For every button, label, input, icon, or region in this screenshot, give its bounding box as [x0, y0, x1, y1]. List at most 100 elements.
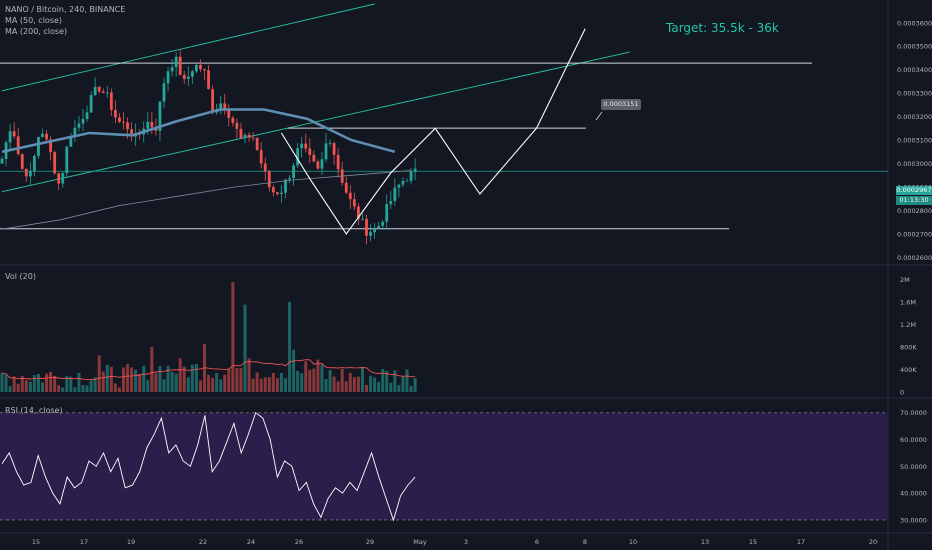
- volume-bar: [89, 380, 93, 392]
- candle-body: [300, 143, 304, 149]
- candle-body: [45, 133, 48, 140]
- price-callout: 0.0003151: [601, 99, 641, 110]
- volume-bar: [186, 377, 190, 392]
- candle-body: [292, 165, 295, 179]
- candle-body: [296, 148, 300, 166]
- candle-body: [57, 173, 61, 184]
- candle-body: [77, 123, 81, 128]
- candle-body: [178, 56, 182, 75]
- volume-bar: [4, 374, 8, 392]
- candle-body: [381, 221, 385, 226]
- volume-bar: [385, 371, 389, 392]
- volume-bar: [138, 373, 142, 392]
- price-tick-label: 0.0003000: [897, 160, 932, 168]
- volume-bar: [24, 380, 28, 392]
- candle-body: [267, 171, 271, 188]
- candle-body: [231, 117, 235, 123]
- candle-body: [336, 154, 340, 170]
- volume-bar: [211, 377, 215, 392]
- volume-bar: [243, 304, 247, 392]
- symbol-legend[interactable]: NANO / Bitcoin, 240, BINANCE: [5, 5, 126, 14]
- candle-body: [73, 127, 77, 138]
- volume-bar: [332, 376, 336, 392]
- volume-bar: [20, 376, 24, 392]
- candle-body: [312, 154, 316, 162]
- volume-bar: [356, 376, 360, 392]
- candle-body: [182, 74, 186, 79]
- rsi-tick-label: 60.0000: [900, 436, 927, 444]
- projection-path: [280, 28, 586, 235]
- candle-body: [328, 143, 332, 144]
- volume-bar: [292, 349, 296, 392]
- date-tick-label: 19: [127, 538, 135, 546]
- candle-body: [373, 228, 376, 233]
- volume-bar: [365, 384, 368, 392]
- volume-bar: [162, 379, 166, 392]
- ma200-legend[interactable]: MA (200, close): [5, 27, 68, 36]
- volume-bar: [101, 371, 105, 392]
- price-tick-label: 0.0002600: [897, 254, 932, 262]
- volume-bar: [369, 375, 373, 392]
- date-tick-label: 13: [701, 538, 709, 546]
- volume-bar: [81, 385, 85, 392]
- volume-bar: [247, 358, 251, 392]
- candle-body: [162, 83, 166, 102]
- volume-bar: [296, 370, 300, 392]
- volume-bar: [267, 377, 271, 392]
- volume-tick-label: 0: [900, 389, 904, 397]
- volume-bar: [393, 370, 397, 392]
- volume-bar: [77, 372, 81, 392]
- rsi-line: [1, 411, 416, 522]
- candle-body: [357, 206, 360, 220]
- volume-layer: [0, 282, 417, 392]
- candle-body: [365, 218, 368, 236]
- volume-bar: [251, 378, 255, 392]
- volume-bar: [360, 366, 364, 392]
- candle-body: [65, 146, 69, 174]
- candle-body: [401, 180, 405, 185]
- candle-body: [109, 92, 113, 111]
- candle-body: [89, 95, 93, 113]
- volume-bar: [154, 373, 158, 392]
- volume-bar: [28, 381, 32, 392]
- candle-body: [280, 192, 283, 195]
- candle-body: [158, 101, 162, 131]
- date-tick-label: May: [413, 538, 427, 546]
- volume-bar: [142, 365, 146, 392]
- volume-bar: [12, 376, 16, 392]
- volume-bar: [207, 374, 211, 392]
- volume-bar: [166, 365, 170, 392]
- volume-bar: [377, 382, 381, 392]
- candle-body: [219, 103, 223, 111]
- volume-tick-label: 400K: [900, 366, 917, 374]
- volume-legend[interactable]: Vol (20): [5, 272, 36, 281]
- candle-body: [405, 180, 409, 182]
- volume-bar: [235, 368, 239, 392]
- volume-bar: [85, 385, 89, 392]
- rsi-tick-label: 70.0000: [900, 409, 927, 417]
- date-tick-label: 20: [869, 538, 877, 546]
- volume-bar: [308, 369, 312, 392]
- candle-body: [97, 86, 101, 92]
- volume-bar: [219, 379, 223, 392]
- candle-body: [320, 159, 324, 169]
- volume-bar: [320, 364, 324, 392]
- candle-body: [105, 92, 109, 94]
- rsi-legend[interactable]: RSI (14, close): [5, 406, 63, 415]
- volume-bar: [178, 358, 182, 392]
- volume-bar: [300, 373, 304, 392]
- date-tick-label: 15: [32, 538, 40, 546]
- volume-bar: [126, 363, 130, 392]
- rsi-layer: [0, 411, 888, 522]
- volume-bar: [61, 387, 65, 392]
- volume-tick-label: 2M: [900, 276, 910, 284]
- candle-body: [93, 86, 97, 96]
- candle-body: [24, 168, 28, 177]
- candle-body: [243, 134, 247, 139]
- candle-body: [186, 76, 190, 79]
- volume-bar: [105, 364, 109, 392]
- candle-body: [61, 173, 65, 184]
- ma50-legend[interactable]: MA (50, close): [5, 16, 63, 25]
- volume-bar: [97, 355, 101, 392]
